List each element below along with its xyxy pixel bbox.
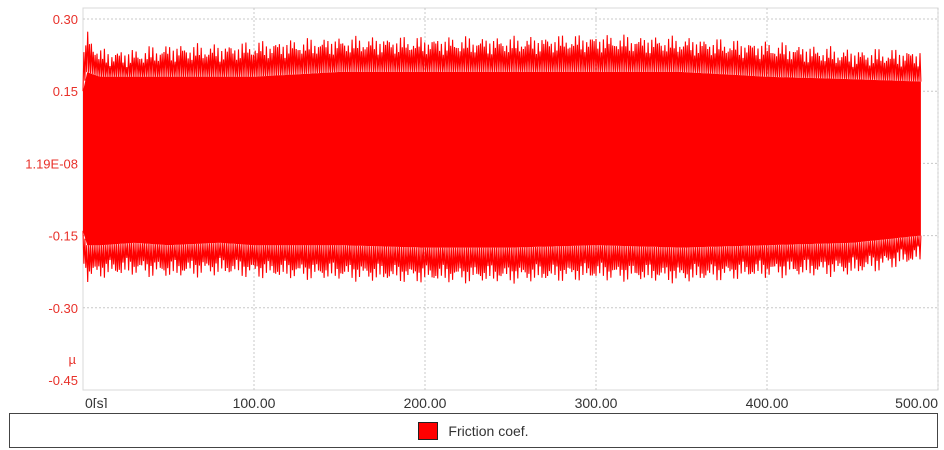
x-tick-label: 100.00 <box>233 395 276 408</box>
legend-swatch-friction-coef <box>418 421 439 440</box>
y-tick-label: 0.15 <box>53 84 78 99</box>
x-tick-label: 400.00 <box>746 395 789 408</box>
x-axis-ticks: 0[s] 100.00 200.00 300.00 400.00 500.00 <box>85 395 938 408</box>
x-tick-label: 300.00 <box>575 395 618 408</box>
y-tick-label: -0.30 <box>48 301 78 316</box>
friction-chart: 0.30 0.15 1.19E-08 -0.15 -0.30 -0.45 0[s] 100.… <box>25 7 939 408</box>
series-lower-oscillation <box>82 230 922 284</box>
y-tick-label: -0.15 <box>48 229 78 244</box>
x-tick-label: 200.00 <box>404 395 447 408</box>
y-axis-label: µ <box>69 352 77 367</box>
series-friction-coef <box>82 31 922 284</box>
legend: Friction coef. <box>9 413 938 448</box>
series-upper-oscillation <box>82 31 922 92</box>
y-tick-label: 0.30 <box>53 12 78 27</box>
y-tick-label: 1.19E-08 <box>25 156 78 171</box>
x-tick-label: 500.00 <box>895 395 938 408</box>
series-core-band <box>83 71 921 248</box>
x-tick-label: 0[s] <box>85 395 108 408</box>
y-tick-label: -0.45 <box>48 373 78 388</box>
y-axis-ticks: 0.30 0.15 1.19E-08 -0.15 -0.30 -0.45 <box>25 12 78 388</box>
legend-label-friction-coef: Friction coef. <box>448 422 529 439</box>
